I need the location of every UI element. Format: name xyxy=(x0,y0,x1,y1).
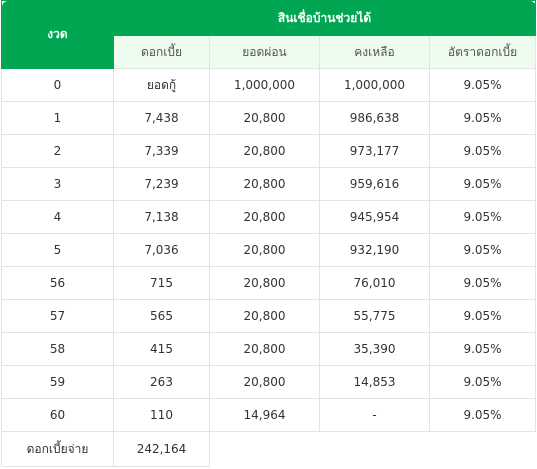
balance-cell: - xyxy=(319,398,430,432)
interest-cell: ยอดกู้ xyxy=(113,68,210,102)
payment-cell: 20,800 xyxy=(209,134,320,168)
balance-cell: 932,190 xyxy=(319,233,430,267)
balance-cell: 1,000,000 xyxy=(319,68,430,102)
table-row: 57 565 20,800 55,775 9.05% xyxy=(1,299,537,333)
balance-cell: 76,010 xyxy=(319,266,430,300)
period-cell: 1 xyxy=(1,101,114,135)
interest-cell: 415 xyxy=(113,332,210,366)
rate-column-header: อัตราดอกเบี้ย xyxy=(428,35,537,69)
payment-cell: 20,800 xyxy=(209,233,320,267)
payment-cell: 20,800 xyxy=(209,167,320,201)
interest-cell: 715 xyxy=(113,266,210,300)
period-cell: 59 xyxy=(1,365,114,399)
payment-cell: 20,800 xyxy=(209,365,320,399)
table-row: 1 7,438 20,800 986,638 9.05% xyxy=(1,101,537,135)
loan-product-header: สินเชื่อบ้านช่วยได้ xyxy=(112,0,537,36)
period-cell: 3 xyxy=(1,167,114,201)
payment-cell: 1,000,000 xyxy=(209,68,320,102)
payment-cell: 20,800 xyxy=(209,200,320,234)
balance-cell: 945,954 xyxy=(319,200,430,234)
interest-cell: 7,036 xyxy=(113,233,210,267)
rate-cell: 9.05% xyxy=(428,200,537,234)
table-row: 59 263 20,800 14,853 9.05% xyxy=(1,365,537,399)
interest-cell: 110 xyxy=(113,398,210,432)
period-cell: 0 xyxy=(1,68,114,102)
total-interest-label: ดอกเบี้ยจ่าย xyxy=(1,431,114,467)
interest-cell: 7,239 xyxy=(113,167,210,201)
interest-cell: 7,438 xyxy=(113,101,210,135)
rate-cell: 9.05% xyxy=(428,167,537,201)
balance-cell: 959,616 xyxy=(319,167,430,201)
payment-cell: 20,800 xyxy=(209,266,320,300)
payment-cell: 14,964 xyxy=(209,398,320,432)
payment-column-header: ยอดผ่อน xyxy=(209,35,320,69)
payment-cell: 20,800 xyxy=(209,332,320,366)
interest-column-header: ดอกเบี้ย xyxy=(113,35,210,69)
period-cell: 4 xyxy=(1,200,114,234)
balance-cell: 35,390 xyxy=(319,332,430,366)
interest-cell: 7,339 xyxy=(113,134,210,168)
table-row: 60 110 14,964-9.05% xyxy=(1,398,537,432)
table-body: 0 ยอดกู้ 1,000,000 1,000,000 9.05% 1 7,438 20,8… xyxy=(1,68,537,432)
rate-cell: 9.05% xyxy=(428,68,537,102)
table-row: 56 715 20,800 76,010 9.05% xyxy=(1,266,537,300)
footer-empty-cell xyxy=(208,431,536,467)
rate-cell: 9.05% xyxy=(428,233,537,267)
table-row: 2 7,339 20,800 973,177 9.05% xyxy=(1,134,537,168)
period-cell: 2 xyxy=(1,134,114,168)
rate-cell: 9.05% xyxy=(428,266,537,300)
period-cell: 58 xyxy=(1,332,114,366)
rate-cell: 9.05% xyxy=(428,134,537,168)
table-row: 58 415 20,800 35,390 9.05% xyxy=(1,332,537,366)
period-cell: 57 xyxy=(1,299,114,333)
payment-cell: 20,800 xyxy=(209,299,320,333)
balance-cell: 986,638 xyxy=(319,101,430,135)
rate-cell: 9.05% xyxy=(428,332,537,366)
rate-cell: 9.05% xyxy=(428,101,537,135)
total-interest-value: 242,164 xyxy=(113,431,210,467)
rate-cell: 9.05% xyxy=(428,398,537,432)
balance-column-header: คงเหลือ xyxy=(319,35,430,69)
period-cell: 5 xyxy=(1,233,114,267)
table-row: 0 ยอดกู้ 1,000,000 1,000,000 9.05% xyxy=(1,68,537,102)
balance-cell: 973,177 xyxy=(319,134,430,168)
rate-cell: 9.05% xyxy=(428,365,537,399)
period-cell: 60 xyxy=(1,398,114,432)
balance-cell: 14,853 xyxy=(319,365,430,399)
interest-cell: 7,138 xyxy=(113,200,210,234)
payment-cell: 20,800 xyxy=(209,101,320,135)
balance-cell: 55,775 xyxy=(319,299,430,333)
interest-cell: 565 xyxy=(113,299,210,333)
rate-cell: 9.05% xyxy=(428,299,537,333)
period-cell: 56 xyxy=(1,266,114,300)
table-row: 5 7,036 20,800 932,190 9.05% xyxy=(1,233,537,267)
table-row: 4 7,138 20,800 945,954 9.05% xyxy=(1,200,537,234)
total-interest-row: ดอกเบี้ยจ่าย 242,164 xyxy=(1,431,536,467)
table-row: 3 7,239 20,800 959,616 9.05% xyxy=(1,167,537,201)
interest-cell: 263 xyxy=(113,365,210,399)
period-header: งวด xyxy=(1,0,114,69)
